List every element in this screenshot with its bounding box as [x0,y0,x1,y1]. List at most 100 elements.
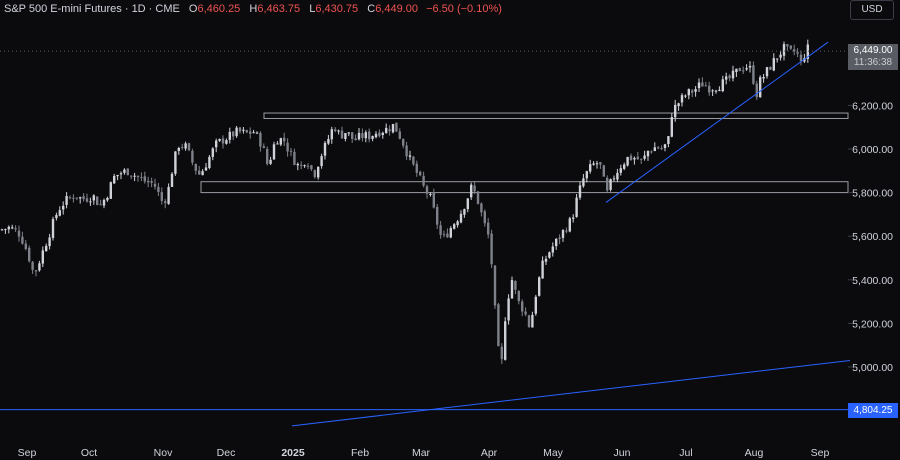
candle-body-down [266,148,269,164]
candle-body-down [738,68,741,72]
x-tick-label: Jun [614,447,631,459]
candle-body-down [14,228,17,230]
candle-body-down [361,133,364,138]
x-tick-label: Jul [679,447,692,459]
candle-body-up [344,133,347,140]
candle-body-down [340,130,344,139]
open-value: 6,460.25 [197,3,241,15]
candle-body-up [337,130,340,132]
candle-body-up [51,219,55,238]
candle-body-down [789,45,792,49]
candle-body-down [657,147,660,149]
candle-body-up [364,132,367,139]
candle-body-down [68,197,72,199]
y-tick-label: 5,200.00 [852,318,893,330]
candle-body-down [640,158,643,160]
candle-body-down [140,177,143,179]
candle-body-up [674,104,677,118]
candle-body-up [725,76,728,80]
candle-body-down [354,138,357,141]
candle-body-up [609,179,612,190]
candle-body-up [555,238,558,247]
candle-body-up [228,131,231,140]
symbol-title[interactable]: S&P 500 E-mini Futures · 1D · CME [4,3,180,15]
candle-body-down [164,201,167,204]
candle-body-down [313,170,316,178]
candle-body-up [779,54,782,58]
candle-body-up [11,227,14,229]
candle-body-up [317,166,320,178]
candle-body-up [41,250,44,264]
low-label: L [309,3,316,15]
last-price-value: 6,449.00 [853,45,893,56]
candle-body-down [126,168,129,176]
candle-body-up [463,209,466,215]
candle-body-up [323,142,327,156]
low-value: 6,430.75 [315,3,359,15]
candle-body-up [272,144,276,160]
candle-body-down [636,156,639,160]
candle-body-up [374,133,378,138]
candle-body-up [62,205,65,210]
candle-body-up [572,217,575,219]
candle-body-down [629,155,633,161]
time-axis[interactable]: Sep Oct Nov Dec 2025 Feb Mar Apr May Jun Jul Aug Sep [18,447,830,459]
candle-body-up [252,132,255,134]
candle-body-up [385,127,388,134]
candle-body-up [667,136,670,145]
candle-body-down [708,85,711,93]
candle-body-up [65,195,68,205]
x-tick-label: Feb [351,447,369,459]
candle-body-down [153,183,157,187]
candle-body-down [398,131,401,139]
price-axis[interactable]: 6,200.00 6,000.00 5,800.00 5,600.00 5,400.00… [848,100,893,374]
candle-body-down [402,138,405,146]
candle-body-up [466,198,469,210]
candle-body-up [255,132,259,134]
y-tick-label: 6,000.00 [852,144,893,156]
candle-body-down [191,150,194,163]
candle-body-down [412,156,415,165]
candle-body-down [147,180,150,183]
candle-body-up [184,143,187,149]
candle-body-up [174,151,177,174]
candle-body-up [208,156,211,169]
candle-body-down [289,150,293,152]
candle-body-up [391,124,395,133]
candle-body-down [786,44,789,47]
candle-body-down [517,291,520,302]
candle-body-up [633,157,636,160]
candle-body-up [215,140,218,148]
candle-body-down [500,346,503,360]
candle-body-up [568,218,571,232]
candle-body-down [194,163,197,171]
candle-body-up [748,65,752,68]
candle-body-down [245,130,248,133]
candle-body-up [694,89,697,92]
bar-countdown: 11:36:38 [853,57,893,68]
candle-body-up [279,138,282,145]
candle-body-up [408,155,412,157]
candle-body-down [425,186,429,194]
candle-body-down [752,65,755,84]
candle-body-up [89,201,92,203]
candle-body-down [769,66,772,70]
candle-body-down [473,185,476,192]
candle-body-down [742,70,745,72]
candle-body-up [619,168,622,173]
candle-body-up [459,213,463,223]
candle-body-down [419,171,422,176]
currency-button[interactable]: USD [850,0,894,20]
candle-body-up [561,230,565,238]
candle-body-up [170,173,174,187]
candle-body-up [538,277,541,296]
trendline-recent [605,41,829,203]
candle-body-down [439,225,442,235]
candle-body-up [357,132,361,140]
candle-body-down [334,129,337,132]
candle-body-down [650,151,653,153]
symbol-legend: S&P 500 E-mini Futures · 1D · CME O6,460… [4,3,502,15]
candle-body-down [82,196,85,200]
candle-body-up [507,298,510,321]
